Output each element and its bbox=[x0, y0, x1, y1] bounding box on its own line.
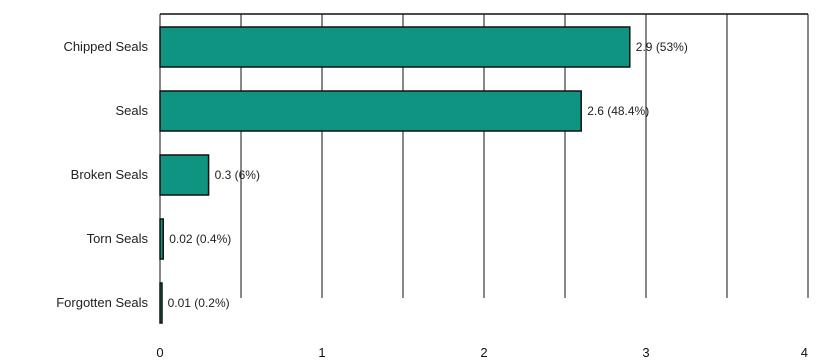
value-label-1: 2.6 (48.4%) bbox=[587, 104, 649, 118]
x-axis-ticks: 0 1 2 3 4 bbox=[156, 345, 808, 360]
bar-4 bbox=[159, 282, 163, 324]
x-tick-label-4: 4 bbox=[801, 345, 808, 360]
x-tick-label-3: 3 bbox=[642, 345, 649, 360]
value-labels: 2.9 (53%) 2.6 (48.4%) 0.3 (6%) 0.02 (0.4%) 0… bbox=[168, 40, 688, 310]
x-tick-label-1: 1 bbox=[318, 345, 325, 360]
bar-0 bbox=[159, 26, 631, 68]
bars bbox=[159, 26, 631, 324]
category-label-1: Seals bbox=[115, 103, 148, 118]
category-label-0: Chipped Seals bbox=[63, 39, 148, 54]
category-label-3: Torn Seals bbox=[87, 231, 149, 246]
x-tick-label-2: 2 bbox=[480, 345, 487, 360]
bar-2 bbox=[159, 154, 210, 196]
category-labels: Chipped Seals Seals Broken Seals Torn Seals… bbox=[56, 39, 148, 310]
x-tick-label-0: 0 bbox=[156, 345, 163, 360]
value-label-2: 0.3 (6%) bbox=[215, 168, 260, 182]
value-label-0: 2.9 (53%) bbox=[636, 40, 688, 54]
value-label-3: 0.02 (0.4%) bbox=[169, 232, 231, 246]
category-label-2: Broken Seals bbox=[71, 167, 149, 182]
bar-1 bbox=[159, 90, 582, 132]
bar-3 bbox=[159, 218, 164, 260]
value-label-4: 0.01 (0.2%) bbox=[168, 296, 230, 310]
category-label-4: Forgotten Seals bbox=[56, 295, 148, 310]
